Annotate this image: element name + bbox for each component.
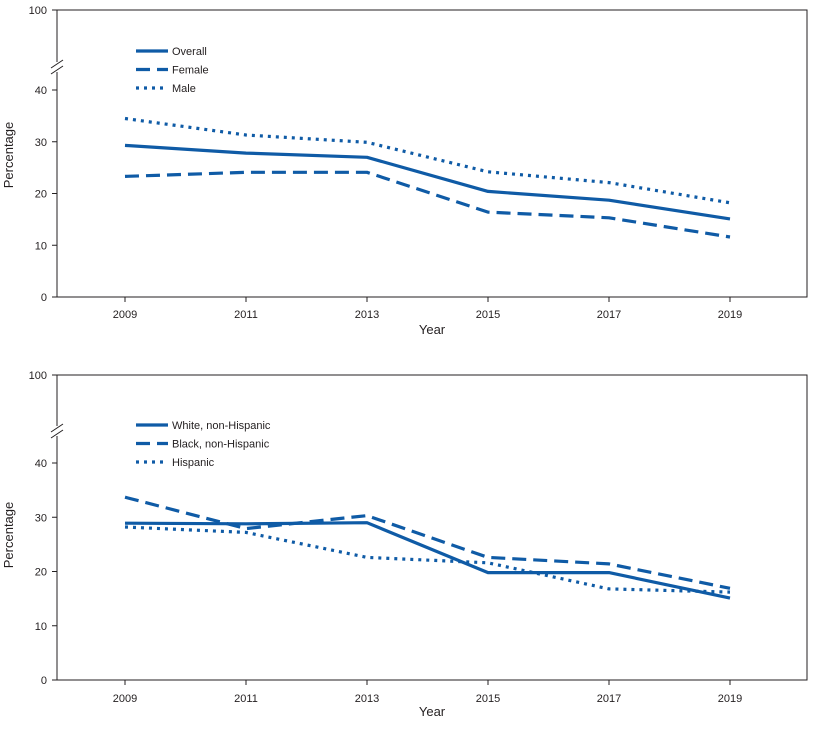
chart1-y-tick-label: 40: [35, 85, 47, 97]
chart2-y-tick-label: 40: [35, 458, 47, 470]
chart1-y-tick-label: 100: [29, 5, 47, 17]
chart2-series-line-solid: [124, 521, 731, 600]
chart2-legend-label: White, non-Hispanic: [172, 420, 271, 432]
chart1-y-tick-label: 20: [35, 189, 47, 201]
chart1-series-line-dotted: [124, 116, 731, 205]
chart1-x-tick-label: 2013: [355, 309, 379, 321]
chart2-x-tick-label: 2009: [113, 693, 137, 705]
chart1-legend-label: Female: [172, 65, 209, 77]
chart2-plot-frame: [57, 374, 808, 681]
chart1-y-tick-label: 0: [41, 292, 47, 304]
chart1-axis-break-mark: [50, 65, 64, 75]
chart1-series-line-solid: [124, 143, 731, 221]
chart1-x-axis-title: Year: [419, 322, 446, 337]
chart2-legend-label: Hispanic: [172, 457, 215, 469]
chart2-y-tick-label: 10: [35, 621, 47, 633]
chart2-x-tick-label: 2013: [355, 693, 379, 705]
chart1-x-tick-label: 2019: [718, 309, 742, 321]
chart1-legend-label: Male: [172, 83, 196, 95]
chart2-x-tick-label: 2011: [234, 693, 258, 705]
chart2-axis-break-mark: [50, 429, 64, 439]
chart2-x-tick-label: 2019: [718, 693, 742, 705]
chart2-axis-break-mark: [50, 423, 64, 433]
chart1-plot-frame: [57, 9, 808, 298]
chart1-y-tick-label: 10: [35, 240, 47, 252]
chart1-x-tick-label: 2017: [597, 309, 621, 321]
chart2-x-tick-label: 2017: [597, 693, 621, 705]
chart1-series-line-dashed: [124, 170, 731, 239]
chart1-y-axis-title: Percentage: [1, 122, 16, 189]
chart2-x-axis-title: Year: [419, 704, 446, 719]
chart2-x-tick-label: 2015: [476, 693, 500, 705]
chart1-x-tick-label: 2015: [476, 309, 500, 321]
chart1-x-tick-label: 2009: [113, 309, 137, 321]
chart1-x-tick-label: 2011: [234, 309, 258, 321]
chart2-y-tick-label: 100: [29, 370, 47, 382]
chart2-y-tick-label: 30: [35, 512, 47, 524]
chart2-y-tick-label: 20: [35, 567, 47, 579]
chart2-legend-label: Black, non-Hispanic: [172, 439, 270, 451]
chart1-axis-break-mark: [50, 59, 64, 69]
chart2-y-axis-title: Percentage: [1, 502, 16, 569]
chart2-series-line-dotted: [124, 525, 731, 594]
chart2-series-line-dashed: [124, 495, 731, 590]
chart1-y-tick-label: 30: [35, 137, 47, 149]
chart1-legend-label: Overall: [172, 46, 207, 58]
chart2-y-tick-label: 0: [41, 675, 47, 687]
